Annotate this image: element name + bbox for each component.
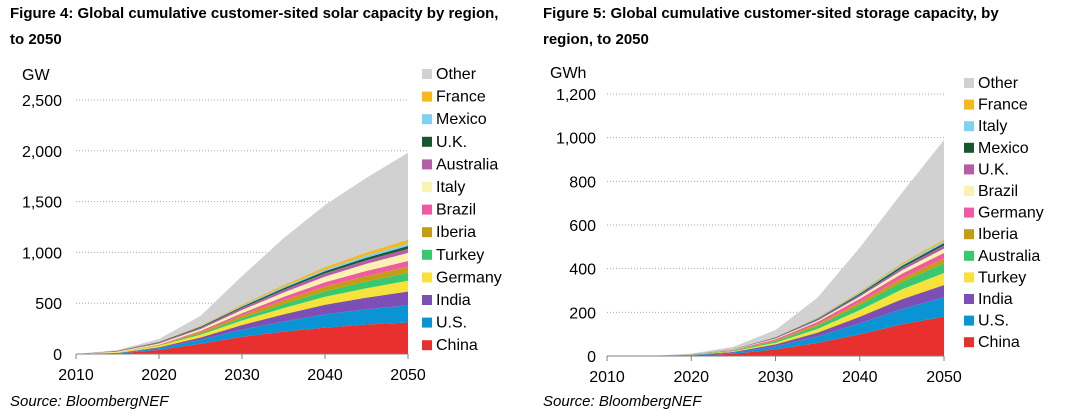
y-tick-label: 400 <box>569 262 596 279</box>
legend-label-turkey: Turkey <box>436 247 484 264</box>
legend-label-germany: Germany <box>978 205 1044 222</box>
x-tick-label: 2050 <box>926 369 962 386</box>
legend-swatch-france <box>422 91 432 102</box>
legend-label-india: India <box>978 291 1013 308</box>
legend-swatch-australia <box>964 250 974 261</box>
legend-label-france: France <box>436 89 486 106</box>
area-india <box>76 291 408 354</box>
legend-swatch-germany <box>422 272 432 283</box>
area-china <box>607 316 944 356</box>
legend-label-india: India <box>436 292 471 309</box>
y-tick-label: 200 <box>569 305 596 322</box>
legend-swatch-italy <box>964 121 974 132</box>
area-other <box>76 152 408 354</box>
area-other <box>607 139 944 356</box>
area-u-k <box>76 246 408 354</box>
legend-swatch-brazil <box>422 204 432 215</box>
legend-swatch-germany <box>964 207 974 218</box>
y-axis-unit-label: GWh <box>550 65 586 82</box>
legend-label-u-s: U.S. <box>436 315 467 332</box>
legend-label-other: Other <box>978 75 1019 92</box>
legend-label-iberia: Iberia <box>978 226 1018 243</box>
legend-label-u-k: U.K. <box>978 161 1009 178</box>
legend-swatch-brazil <box>964 186 974 196</box>
area-u-s <box>607 297 944 356</box>
legend-label-u-s: U.S. <box>978 313 1009 330</box>
legend-swatch-other <box>422 69 432 79</box>
y-tick-label: 1,500 <box>22 195 62 212</box>
legend-swatch-mexico <box>422 114 432 125</box>
area-china <box>76 322 408 354</box>
figure-4-title: Figure 4: Global cumulative customer-sit… <box>10 5 499 48</box>
legend-label-brazil: Brazil <box>978 183 1018 200</box>
legend-label-france: France <box>978 97 1028 114</box>
y-tick-label: 0 <box>587 349 596 366</box>
legend-label-turkey: Turkey <box>978 269 1026 286</box>
legend-swatch-china <box>422 340 432 351</box>
legend-swatch-china <box>964 337 974 348</box>
area-turkey <box>76 272 408 354</box>
legend-label-iberia: Iberia <box>436 224 476 241</box>
legend-label-mexico: Mexico <box>978 140 1029 157</box>
legend-swatch-australia <box>422 159 432 170</box>
y-tick-label: 2,500 <box>22 93 62 110</box>
legend-swatch-mexico <box>964 142 974 153</box>
y-tick-label: 1,000 <box>22 245 62 262</box>
x-tick-label: 2030 <box>224 367 260 384</box>
x-tick-label: 2010 <box>589 369 625 386</box>
solar-capacity-chart: 0 500 1,000 1,500 2,000 2,500 GW 2010 2020 2030 20… <box>22 66 502 384</box>
legend-label-italy: Italy <box>436 179 465 196</box>
x-tick-label: 2050 <box>390 367 426 384</box>
legend-label-china: China <box>436 337 478 354</box>
area-mexico <box>76 243 408 354</box>
storage-capacity-chart: 0 200 400 600 800 1,000 1,200 GWh 2010 2020 2030 20… <box>550 65 1044 386</box>
area-france <box>76 239 408 354</box>
x-tick-label: 2020 <box>141 367 177 384</box>
area-germany <box>76 280 408 354</box>
y-tick-label: 0 <box>53 347 62 364</box>
legend-swatch-turkey <box>964 272 974 283</box>
legend-swatch-other <box>964 78 974 88</box>
legend-swatch-france <box>964 99 974 110</box>
legend-label-germany: Germany <box>436 269 502 286</box>
legend-label-australia: Australia <box>436 156 498 173</box>
figure-5-source: Source: BloombergNEF <box>543 393 702 410</box>
area-iberia <box>76 266 408 354</box>
y-tick-label: 2,000 <box>22 144 62 161</box>
y-tick-label: 600 <box>569 218 596 235</box>
legend-label-australia: Australia <box>978 248 1040 265</box>
x-tick-label: 2040 <box>842 369 878 386</box>
legend-swatch-turkey <box>422 249 432 260</box>
y-tick-label: 500 <box>35 296 62 313</box>
area-italy <box>76 252 408 354</box>
x-tick-label: 2030 <box>758 369 794 386</box>
legend-swatch-iberia <box>964 229 974 240</box>
x-tick-label: 2040 <box>307 367 343 384</box>
y-tick-label: 1,200 <box>556 87 596 104</box>
legend-label-mexico: Mexico <box>436 111 487 128</box>
y-axis-unit-label: GW <box>22 67 50 84</box>
y-tick-label: 800 <box>569 174 596 191</box>
x-tick-label: 2020 <box>673 369 709 386</box>
legend-label-other: Other <box>436 66 477 83</box>
figure-5-title: Figure 5: Global cumulative customer-sit… <box>543 5 999 48</box>
y-tick-label: 1,000 <box>556 131 596 148</box>
legend-label-italy: Italy <box>978 118 1007 135</box>
legend-label-china: China <box>978 334 1020 351</box>
legend-swatch-u-k <box>422 136 432 147</box>
area-australia <box>76 248 408 354</box>
legend-swatch-italy <box>422 182 432 192</box>
legend-swatch-u-s <box>422 317 432 328</box>
legend-label-brazil: Brazil <box>436 202 476 219</box>
legend-swatch-u-k <box>964 164 974 175</box>
legend-swatch-india <box>422 295 432 305</box>
legend-swatch-u-s <box>964 315 974 326</box>
area-brazil <box>76 261 408 354</box>
figure-4-source: Source: BloombergNEF <box>10 393 169 410</box>
legend-swatch-india <box>964 294 974 304</box>
legend-label-u-k: U.K. <box>436 134 467 151</box>
x-tick-label: 2010 <box>58 367 94 384</box>
legend-swatch-iberia <box>422 227 432 238</box>
